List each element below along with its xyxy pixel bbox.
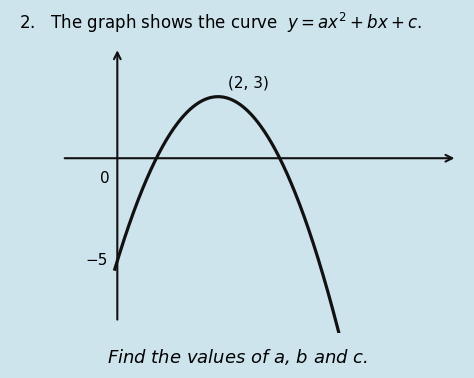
Text: (2, 3): (2, 3) <box>228 76 269 90</box>
Text: 0: 0 <box>100 170 110 186</box>
Text: −5: −5 <box>86 253 108 268</box>
Text: 2.   The graph shows the curve  $y = ax^2 + bx + c$.: 2. The graph shows the curve $y = ax^2 +… <box>19 11 422 36</box>
Text: Find the values of $a$, $b$ and $c$.: Find the values of $a$, $b$ and $c$. <box>107 347 367 367</box>
